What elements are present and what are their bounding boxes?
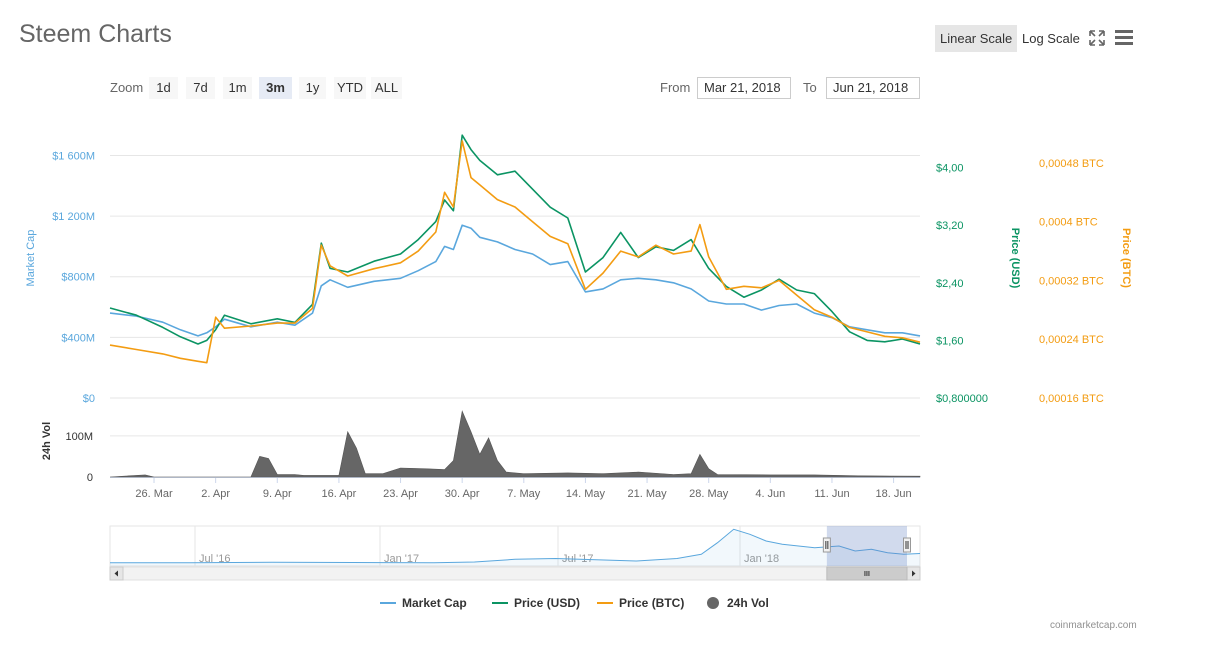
zoom-button-1m[interactable]: 1m	[223, 77, 252, 99]
to-label: To	[803, 80, 817, 95]
price-usd-tick-label: $4,00	[936, 163, 964, 175]
navigator-line	[110, 528, 921, 564]
credit-link[interactable]: coinmarketcap.com	[1050, 620, 1137, 631]
navigator-handle[interactable]	[822, 537, 831, 553]
zoom-button-1d[interactable]: 1d	[149, 77, 178, 99]
price-btc-axis-label: Price (BTC)	[1120, 228, 1132, 288]
scrollbar-track	[109, 566, 921, 581]
navigator-area	[110, 529, 920, 566]
market-cap-axis-label: Market Cap	[25, 230, 37, 287]
market-cap-tick-label: $1 600M	[52, 150, 95, 162]
price-btc-tick-label: 0,00024 BTC	[1039, 334, 1104, 346]
navigator-label: Jul '16	[199, 553, 230, 565]
log-scale-button[interactable]: Log Scale	[1022, 31, 1080, 46]
market-cap-tick-label: $400M	[61, 332, 95, 344]
page-title: Steem Charts	[19, 20, 172, 48]
x-tick-label: 16. Apr	[321, 488, 356, 500]
volume-area	[109, 410, 921, 478]
price-usd-tick-label: $1,60	[936, 335, 964, 347]
navigator-label: Jan '18	[744, 553, 779, 565]
legend-item[interactable]: Market Cap	[402, 596, 467, 610]
price-btc-tick-label: 0,0004 BTC	[1039, 217, 1098, 229]
hamburger-menu-icon[interactable]	[1115, 29, 1133, 45]
zoom-button-ytd[interactable]: YTD	[334, 77, 366, 99]
x-tick-label: 23. Apr	[383, 488, 418, 500]
volume-tick-label: 100M	[65, 431, 93, 443]
x-tick-label: 30. Apr	[445, 488, 480, 500]
price-usd-axis-label: Price (USD)	[1009, 228, 1021, 289]
x-tick-label: 11. Jun	[814, 488, 849, 500]
x-tick-label: 2. Apr	[201, 488, 230, 500]
x-tick-label: 26. Mar	[135, 488, 173, 500]
market-cap-tick-label: $1 200M	[52, 211, 95, 223]
price-btc-line	[109, 140, 921, 364]
navigator-selection[interactable]	[826, 526, 907, 566]
x-tick-label: 9. Apr	[263, 488, 292, 500]
x-tick-label: 21. May	[627, 488, 667, 500]
x-tick-label: 4. Jun	[755, 488, 785, 500]
navigator-label: Jan '17	[384, 553, 419, 565]
price-btc-tick-label: 0,00032 BTC	[1039, 275, 1104, 287]
legend-item[interactable]: Price (BTC)	[619, 596, 684, 610]
volume-tick-label: 0	[87, 472, 93, 484]
market-cap-line	[109, 224, 921, 337]
market-cap-tick-label: $800M	[61, 272, 95, 284]
zoom-button-1y[interactable]: 1y	[299, 77, 326, 99]
price-usd-tick-label: $3,20	[936, 220, 964, 232]
zoom-button-7d[interactable]: 7d	[186, 77, 215, 99]
x-tick-label: 18. Jun	[876, 488, 912, 500]
price-btc-tick-label: 0,00048 BTC	[1039, 158, 1104, 170]
from-label: From	[660, 80, 691, 95]
zoom-button-3m[interactable]: 3m	[259, 77, 292, 99]
market-cap-tick-label: $0	[83, 393, 95, 405]
price-usd-line	[109, 134, 921, 345]
linear-scale-button[interactable]: Linear Scale	[935, 25, 1018, 52]
zoom-button-all[interactable]: ALL	[371, 77, 402, 99]
zoom-label: Zoom	[110, 80, 144, 95]
to-date-input[interactable]: Jun 21, 2018	[826, 77, 920, 99]
price-btc-tick-label: 0,00016 BTC	[1039, 393, 1104, 405]
price-usd-tick-label: $0,800000	[936, 393, 988, 405]
price-usd-tick-label: $2,40	[936, 278, 964, 290]
legend-item[interactable]: 24h Vol	[727, 596, 769, 610]
from-date-input[interactable]: Mar 21, 2018	[697, 77, 791, 99]
navigator-handle[interactable]	[903, 537, 911, 553]
volume-axis-label: 24h Vol	[41, 422, 53, 460]
x-tick-label: 14. May	[566, 488, 606, 500]
scroll-right-arrow-icon	[912, 570, 916, 577]
legend-swatch	[707, 597, 719, 609]
x-tick-label: 7. May	[507, 488, 541, 500]
legend-item[interactable]: Price (USD)	[514, 596, 580, 610]
scroll-left-arrow-icon	[114, 570, 118, 577]
fullscreen-icon[interactable]	[1089, 30, 1105, 46]
x-tick-label: 28. May	[689, 488, 729, 500]
